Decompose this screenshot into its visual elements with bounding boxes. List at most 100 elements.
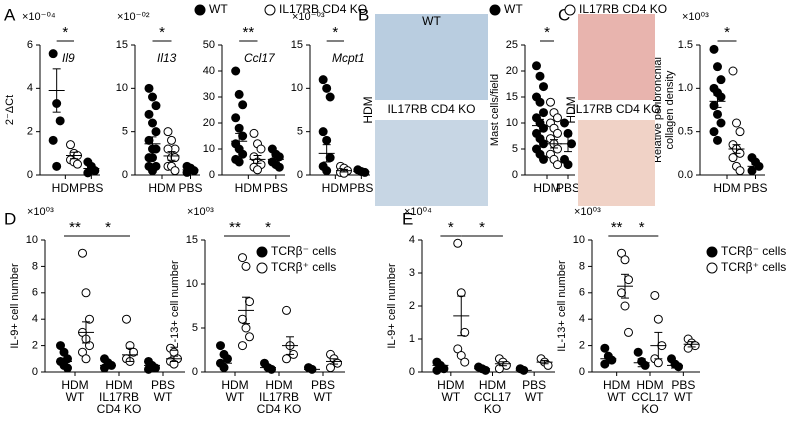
x-tick-label: CCL17 xyxy=(631,390,669,404)
label-bg xyxy=(578,101,655,119)
data-point xyxy=(151,144,161,154)
data-point xyxy=(282,354,291,364)
y-tick-label: 40 xyxy=(203,65,215,77)
x-tick-label: WT xyxy=(314,390,333,404)
x-tick-label: HDM xyxy=(713,181,740,195)
data-point xyxy=(85,341,94,351)
y-tick-label: 0 xyxy=(32,366,38,378)
data-point xyxy=(241,261,251,271)
x-tick-label: PBS xyxy=(671,378,695,392)
data-point xyxy=(553,128,562,138)
data-point xyxy=(100,363,109,373)
legend-marker xyxy=(489,4,501,16)
y-tick-label: 15 xyxy=(506,91,518,103)
data-point xyxy=(148,92,157,102)
x-tick-label: HDM xyxy=(235,181,262,195)
histology-image xyxy=(578,14,655,100)
data-point xyxy=(163,127,173,137)
y-axis-label: IL-9+ cell number xyxy=(386,263,398,349)
y-axis-label: 2⁻ΔCt xyxy=(4,95,16,125)
x-tick-label: PBS xyxy=(743,181,767,195)
y-axis-label: IL-13+ cell number xyxy=(169,260,181,352)
legend-label: WT xyxy=(504,2,523,16)
data-point xyxy=(234,157,244,167)
significance-label: * xyxy=(265,219,271,236)
panel-label: B xyxy=(358,5,369,24)
legend-marker xyxy=(194,4,206,16)
data-point xyxy=(546,97,555,107)
legend-marker xyxy=(706,262,718,274)
data-point xyxy=(653,314,663,324)
y-tick-label: 10 xyxy=(203,143,215,155)
x-tick-label: PBS xyxy=(556,181,580,195)
y-tick-label: 5 xyxy=(512,143,518,155)
y-tick-label: 10 xyxy=(506,117,518,129)
significance-label: * xyxy=(105,219,111,236)
data-point xyxy=(453,238,463,248)
y-tick-label: 6 xyxy=(579,287,585,299)
y-tick-label: 4 xyxy=(27,82,33,94)
data-point xyxy=(553,144,562,154)
data-point xyxy=(48,49,58,59)
data-point xyxy=(456,288,466,298)
x-tick-label: WT xyxy=(66,390,85,404)
legend-label: IL17RB CD4 KO xyxy=(279,2,367,16)
y-tick-label: 2 xyxy=(27,126,33,138)
x-tick-label: HDM xyxy=(148,181,175,195)
x-tick-label: CD4 KO xyxy=(97,402,142,416)
legend-label: TCRβ⁻ cells xyxy=(721,244,786,258)
x-tick-label: WT xyxy=(154,390,173,404)
x-tick-label: KO xyxy=(484,402,501,416)
y-tick-label: 0 xyxy=(122,169,128,181)
y-tick-label: 5 xyxy=(122,126,128,138)
legend-label: TCRβ⁻ cells xyxy=(271,244,336,258)
x-tick-label: PBS xyxy=(311,378,335,392)
data-point xyxy=(709,44,719,54)
significance-label: ** xyxy=(611,219,623,236)
x-tick-label: HDM xyxy=(636,378,663,392)
y-tick-label: 0 xyxy=(297,169,303,181)
significance-label: * xyxy=(639,219,645,236)
data-point xyxy=(709,101,719,111)
significance-label: * xyxy=(448,219,454,236)
data-point xyxy=(325,153,335,163)
data-point xyxy=(256,144,266,154)
data-point xyxy=(245,332,254,342)
data-point xyxy=(713,109,722,119)
legend-label: TCRβ⁺ cells xyxy=(721,260,786,274)
data-point xyxy=(238,149,248,159)
axis-multiplier: ×10⁻⁰⁴ xyxy=(22,11,56,23)
data-point xyxy=(716,75,726,85)
data-point xyxy=(633,347,643,357)
legend-marker xyxy=(706,246,718,258)
y-tick-label: 2 xyxy=(579,340,585,352)
data-point xyxy=(713,62,722,72)
axis-multiplier: ×10⁻⁰³ xyxy=(292,11,325,23)
x-tick-label: WT xyxy=(607,390,626,404)
significance-label: * xyxy=(332,24,338,41)
data-point xyxy=(600,343,610,353)
data-point xyxy=(63,363,72,373)
x-tick-label: WT xyxy=(674,390,693,404)
y-tick-label: 10 xyxy=(26,234,38,246)
data-point xyxy=(245,297,254,307)
axis-multiplier: ×10⁰⁴ xyxy=(404,206,432,218)
y-tick-label: 0 xyxy=(409,366,415,378)
data-point xyxy=(234,89,244,99)
data-point xyxy=(539,154,548,164)
data-point xyxy=(52,161,62,171)
significance-label: * xyxy=(724,24,730,41)
data-point xyxy=(532,61,541,71)
data-point xyxy=(653,358,663,368)
data-point xyxy=(600,359,610,369)
y-tick-label: 2 xyxy=(32,340,38,352)
significance-label: * xyxy=(544,24,550,41)
y-tick-label: 0 xyxy=(209,169,215,181)
data-point xyxy=(151,127,161,137)
y-tick-label: 0 xyxy=(27,169,33,181)
data-point xyxy=(460,327,470,337)
data-point xyxy=(78,248,87,258)
x-tick-label: CCL17 xyxy=(474,390,512,404)
y-tick-label: 10 xyxy=(291,82,303,94)
